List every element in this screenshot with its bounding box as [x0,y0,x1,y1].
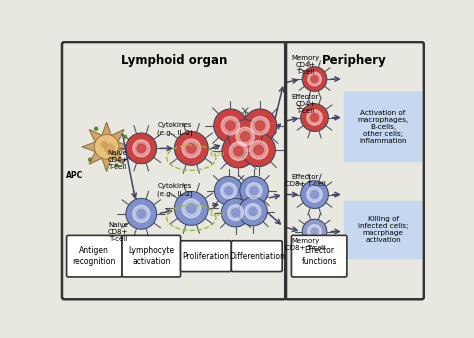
Circle shape [94,135,119,159]
FancyBboxPatch shape [181,241,231,271]
Circle shape [222,135,255,168]
Circle shape [182,139,201,158]
Text: Killing of
infected cells;
macrphage
activation: Killing of infected cells; macrphage act… [358,216,408,243]
FancyBboxPatch shape [344,91,422,162]
FancyBboxPatch shape [231,241,282,271]
Circle shape [133,140,150,157]
Circle shape [137,144,146,153]
Circle shape [240,176,268,205]
Circle shape [137,210,146,218]
Circle shape [251,117,269,135]
Circle shape [101,141,107,147]
Circle shape [311,228,318,235]
Circle shape [302,67,327,91]
Text: Cytokines
(e.g., IL-2): Cytokines (e.g., IL-2) [156,183,192,197]
Text: IL-2R: IL-2R [210,212,226,217]
Circle shape [225,187,233,195]
Text: Effector
functions: Effector functions [301,246,337,266]
Text: Antigen
recognition: Antigen recognition [73,246,116,266]
FancyBboxPatch shape [122,235,181,277]
Circle shape [311,76,318,82]
Circle shape [214,176,243,205]
Circle shape [301,104,328,131]
Text: Periphery: Periphery [322,54,387,67]
Circle shape [133,206,150,222]
Text: Cytokines
(e.g., IL-2): Cytokines (e.g., IL-2) [156,122,192,136]
Circle shape [302,219,327,244]
Circle shape [126,198,157,229]
Polygon shape [82,122,131,171]
Circle shape [310,191,319,198]
Text: Effector
CD4+
T-cell: Effector CD4+ T-cell [292,94,319,114]
Circle shape [182,199,201,218]
Text: Memory
CD4+
T-cell: Memory CD4+ T-cell [291,55,319,75]
Circle shape [228,120,262,153]
Text: Lymphocyte
activation: Lymphocyte activation [128,246,174,266]
Text: Lymphoid organ: Lymphoid organ [121,54,227,67]
Circle shape [95,127,98,130]
Circle shape [308,225,321,238]
Circle shape [246,183,262,199]
Text: Activation of
macrophages,
B-cells,
other cells;
inflammation: Activation of macrophages, B-cells, othe… [357,110,409,144]
FancyBboxPatch shape [292,235,347,277]
Circle shape [308,72,321,86]
FancyBboxPatch shape [344,201,422,259]
Circle shape [229,142,248,161]
Circle shape [236,127,255,146]
Circle shape [307,187,322,202]
Circle shape [238,197,267,226]
Circle shape [232,209,240,217]
Circle shape [221,117,239,135]
Circle shape [187,144,196,153]
Circle shape [89,158,91,161]
Text: Memory
CD8+ T-cell: Memory CD8+ T-cell [285,238,326,251]
Text: Naive
CD8+
T-cell: Naive CD8+ T-cell [108,221,128,242]
Text: Differentiation: Differentiation [229,252,285,261]
Circle shape [174,192,208,225]
Circle shape [310,114,319,121]
Circle shape [228,205,244,220]
Circle shape [115,164,118,167]
Circle shape [221,198,250,227]
Circle shape [250,187,258,195]
Circle shape [245,203,261,219]
Circle shape [307,110,322,125]
Circle shape [124,135,127,138]
Circle shape [301,181,328,209]
Circle shape [249,141,268,159]
Text: APC: APC [66,171,83,180]
Circle shape [255,121,265,130]
Text: Naive
CD4+
T-cell: Naive CD4+ T-cell [107,150,128,170]
Circle shape [242,133,275,167]
Text: Effector
CD8+ T-cell: Effector CD8+ T-cell [285,174,326,187]
Circle shape [187,204,196,213]
Circle shape [226,121,235,130]
Text: IL-2R: IL-2R [210,152,226,157]
Circle shape [126,133,157,164]
Circle shape [221,183,237,199]
Circle shape [249,208,257,216]
Circle shape [254,145,264,154]
Circle shape [241,132,250,141]
Circle shape [234,147,243,156]
Circle shape [214,109,247,142]
Circle shape [243,109,277,142]
Circle shape [105,144,115,154]
Text: Proliferation: Proliferation [182,252,229,261]
FancyBboxPatch shape [66,235,122,277]
Circle shape [174,131,208,165]
